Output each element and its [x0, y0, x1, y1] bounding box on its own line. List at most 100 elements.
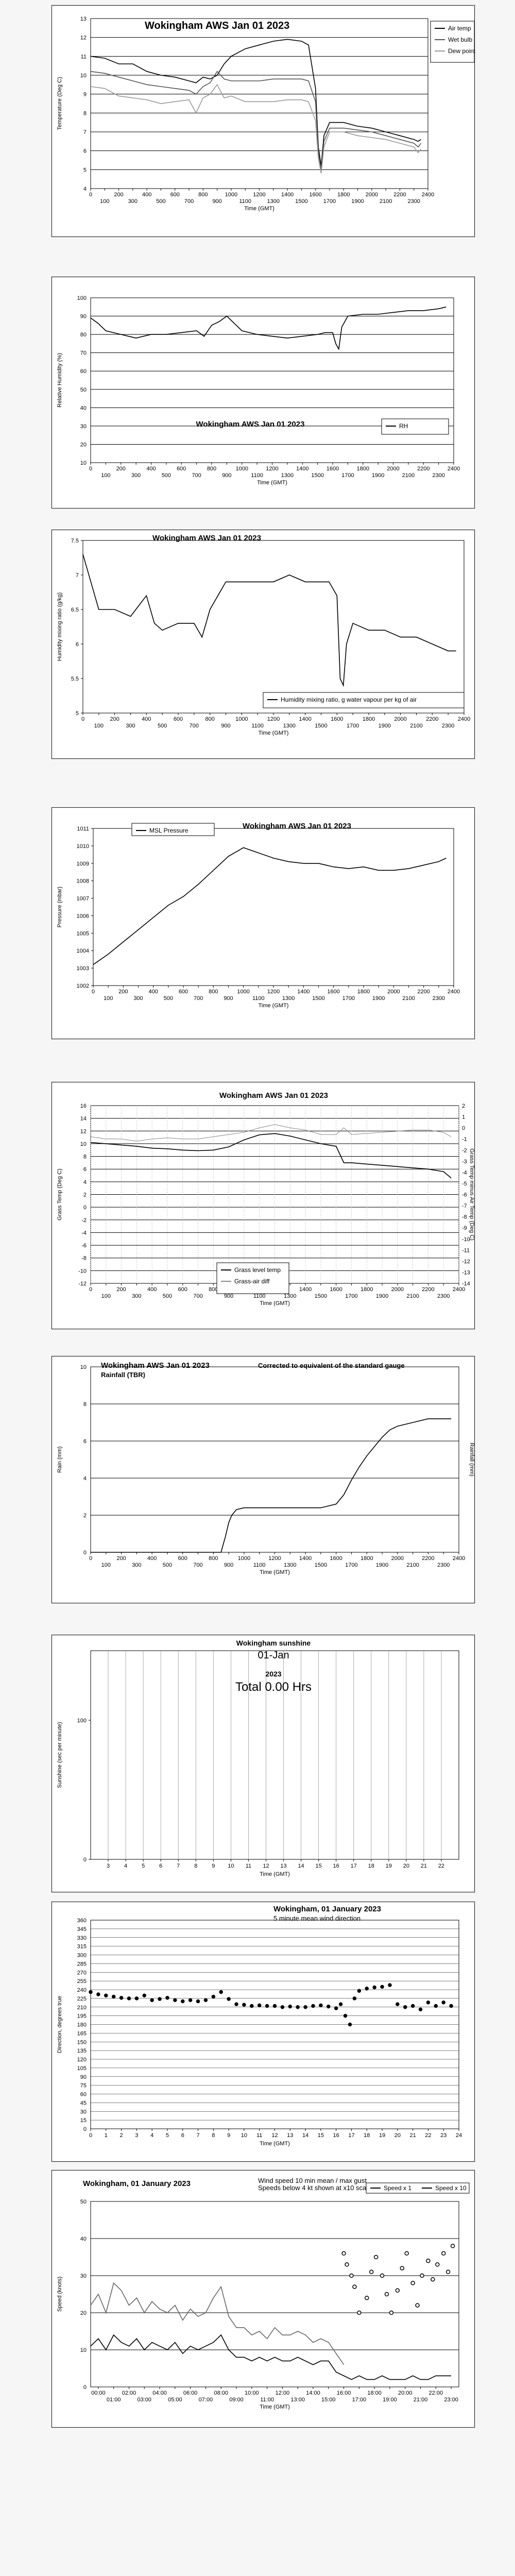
chart-title: Wokingham AWS Jan 01 2023: [145, 20, 289, 31]
data-point: [165, 1996, 169, 2000]
data-point: [435, 2262, 440, 2267]
x-tick-label: 1300: [282, 995, 295, 1002]
x-tick-label: 14:00: [306, 2390, 320, 2396]
x-tick-label: 1000: [237, 989, 249, 995]
y-tick-label: 10: [80, 73, 87, 79]
data-point: [400, 2266, 405, 2270]
x-tick-label: 2300: [407, 198, 420, 205]
data-point: [227, 1997, 231, 2001]
legend-box: [216, 1262, 289, 1294]
x-tick-label: 01:00: [107, 2397, 121, 2403]
chart-title: Wokingham AWS Jan 01 2023: [219, 1091, 328, 1100]
x-tick-label: 6: [159, 1863, 162, 1869]
x-tick-label: 2100: [380, 198, 392, 205]
x-tick-label: 17:00: [352, 2397, 367, 2403]
data-point: [250, 2004, 254, 2008]
x-tick-label: 1400: [296, 466, 308, 472]
x-tick-label: 400: [147, 1555, 157, 1562]
data-point: [357, 2310, 362, 2315]
x-tick-label: 22: [438, 1863, 444, 1869]
x-tick-label: 2300: [432, 472, 444, 479]
data-point: [380, 2273, 385, 2278]
chart-subtitle: Rainfall (TBR): [101, 1371, 145, 1379]
y-axis-label: Grass Temp (Deg C): [57, 1168, 63, 1221]
y-tick-label: 12: [80, 35, 87, 41]
x-tick-label: 1700: [342, 995, 355, 1002]
data-point: [234, 2002, 238, 2006]
x-tick-label: 21: [421, 1863, 427, 1869]
legend-label: Humidity mixing ratio, g water vapour pe…: [281, 696, 417, 703]
data-point: [96, 1992, 100, 1996]
y-axis-label: Pressure (mbar): [57, 887, 63, 927]
y-tick-label: 4: [83, 1476, 87, 1482]
x-tick-label: 300: [132, 1293, 141, 1299]
x-tick-label: 1900: [372, 472, 384, 479]
x-tick-label: 2000: [391, 1286, 404, 1293]
x-tick-label: 00:00: [91, 2390, 106, 2396]
x-tick-label: 900: [224, 1562, 233, 1568]
y-tick-label: -8: [81, 1256, 87, 1262]
x-tick-label: 6: [181, 2132, 184, 2139]
x-tick-label: 400: [148, 989, 158, 995]
x-tick-label: 700: [190, 723, 199, 729]
data-point: [327, 2004, 331, 2009]
y-tick-label: 1003: [77, 965, 89, 972]
x-tick-label: 0: [89, 1555, 92, 1562]
x-tick-label: 300: [126, 723, 135, 729]
data-point: [203, 1998, 208, 2002]
x-tick-label: 800: [207, 466, 216, 472]
y-tick-label: 330: [77, 1935, 87, 1941]
data-point: [348, 2022, 352, 2027]
x-tick-label: 1000: [235, 716, 248, 722]
y-tick-label: 285: [77, 1961, 87, 1967]
x-tick-label: 1200: [267, 989, 280, 995]
chart-title: Wokingham AWS Jan 01 2023: [196, 420, 305, 429]
y2-tick-label: -10: [462, 1236, 470, 1243]
y-tick-label: 10: [80, 1364, 87, 1370]
y-tick-label: 16: [80, 1103, 87, 1109]
y-tick-label: 20: [80, 442, 87, 448]
y-tick-label: 1008: [77, 878, 89, 885]
y-tick-label: 30: [80, 2273, 87, 2279]
chart-title: Wokingham AWS Jan 01 2023: [152, 534, 261, 543]
x-tick-label: 100: [100, 198, 109, 205]
x-tick-label: 2400: [453, 1555, 465, 1562]
x-tick-label: 200: [116, 466, 126, 472]
x-tick-label: 1200: [268, 1555, 281, 1562]
chart-subtitle: Wind speed 10 min mean / max gust: [258, 2177, 367, 2184]
y-tick-label: 13: [80, 16, 87, 22]
series-line-wet-bulb: [90, 71, 422, 170]
x-tick-label: 07:00: [199, 2397, 213, 2403]
y-tick-label: 50: [80, 387, 87, 393]
y-tick-label: 2: [83, 1192, 87, 1198]
pressure-chart-panel: 1002 1003 1004 1005 1006 1007 1008 1009 1010 1011…: [52, 807, 475, 1039]
x-tick-label: 2300: [433, 995, 445, 1002]
series-line-humidity-mixing-ratio-g-water-vapour-per-kg-of-air: [82, 554, 456, 687]
x-axis-label: Time (GMT): [257, 480, 287, 486]
x-tick-label: 18: [364, 2132, 370, 2139]
x-tick-label: 2000: [391, 1555, 404, 1562]
pressure-chart: 1002 1003 1004 1005 1006 1007 1008 1009 1010 1011…: [57, 822, 460, 1009]
y-tick-label: 0: [83, 2384, 87, 2391]
x-tick-label: 9: [227, 2132, 230, 2139]
mixing-ratio-chart-panel: 5 5.5 6 6.5 7 7.5 0 100 200 300 400 500 600 700 800 900…: [52, 530, 475, 759]
x-tick-label: 200: [116, 1555, 126, 1562]
x-tick-label: 13:00: [290, 2397, 305, 2403]
x-tick-label: 700: [184, 198, 194, 205]
x-tick-label: 1600: [330, 1555, 342, 1562]
y2-axis-label: Grass Temp minus Air Temp (Deg C): [469, 1148, 475, 1241]
data-point: [395, 2288, 400, 2293]
y-tick-label: -4: [81, 1230, 87, 1236]
x-tick-label: 900: [224, 1293, 233, 1299]
y-tick-label: 20: [80, 2310, 87, 2316]
x-tick-label: 0: [81, 716, 84, 722]
x-tick-label: 1700: [345, 1293, 357, 1299]
x-tick-label: 1900: [351, 198, 364, 205]
data-point: [158, 1997, 162, 2001]
x-axis-label: Time (GMT): [260, 1569, 290, 1575]
x-tick-label: 12: [271, 2132, 278, 2139]
legend-box: [430, 21, 475, 63]
x-tick-label: 1400: [299, 716, 311, 722]
y-tick-label: 6: [83, 1438, 87, 1445]
data-point: [242, 2003, 246, 2007]
